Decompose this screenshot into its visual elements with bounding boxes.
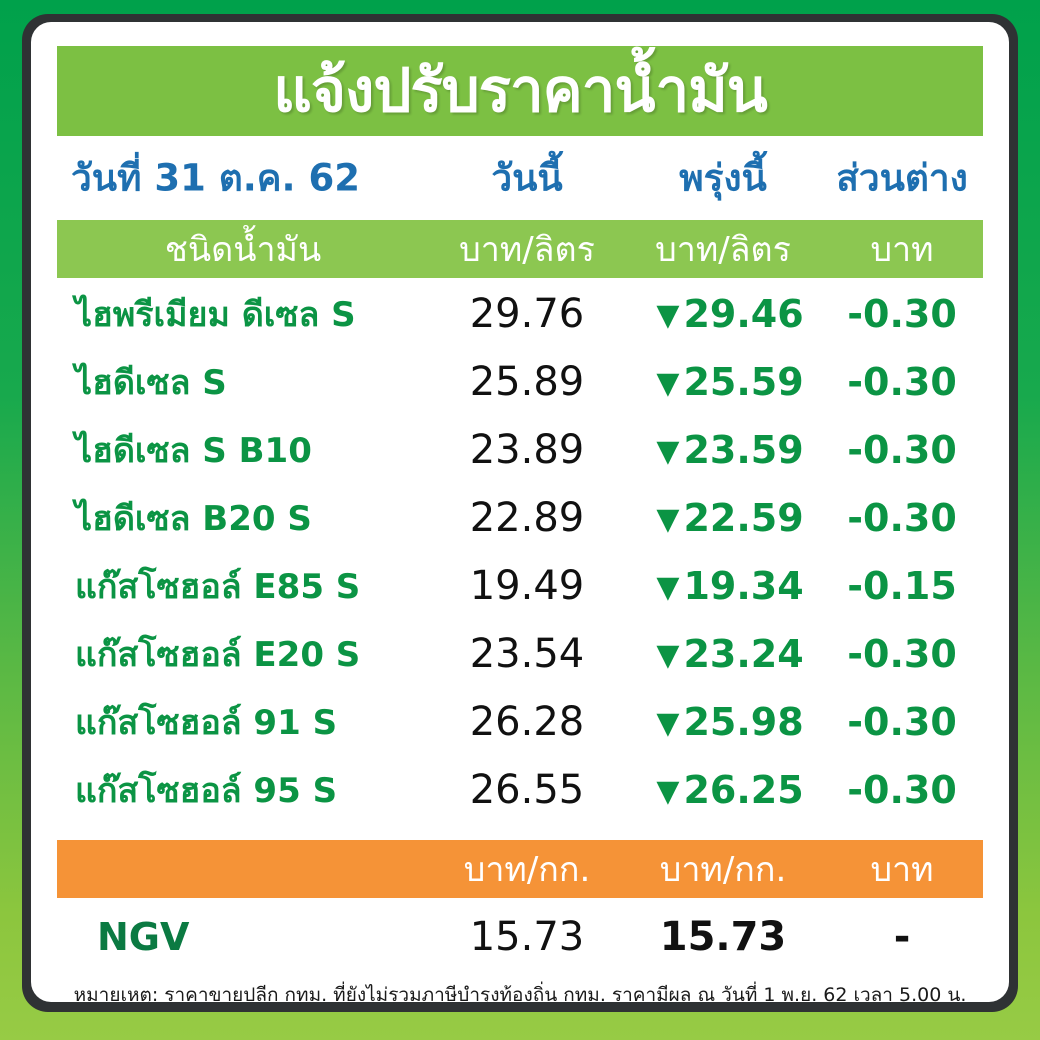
footnote: หมายเหตุ: ราคาขายปลีก กทม. ที่ยังไม่รวมภ…	[73, 984, 967, 1002]
column-header-today: วันนี้	[491, 156, 563, 200]
price-today: 26.28	[469, 699, 585, 745]
trend-down-icon: ▼	[656, 570, 680, 605]
ngv-row: NGV 15.73 15.73 -	[57, 898, 983, 976]
price-difference: -0.30	[847, 428, 957, 472]
ngv-unit-header-diff-unit: บาท	[870, 850, 934, 890]
table-row: แก๊สโซฮอล์ 95 S 26.55 ▼ 26.25 -0.30	[57, 756, 983, 824]
ngv-unit-header-band: บาท/กก. บาท/กก. บาท	[57, 840, 983, 898]
fuel-price-table: ไฮพรีเมียม ดีเซล S 29.76 ▼ 29.46 -0.30 ไฮดีเซ…	[57, 280, 983, 824]
price-tomorrow-cell: ▼ 26.25	[625, 768, 835, 812]
price-tomorrow-cell: ▼ 23.24	[625, 632, 835, 676]
price-today: 29.76	[469, 291, 585, 337]
price-tomorrow-cell: ▼ 19.34	[625, 564, 835, 608]
price-tomorrow: 25.98	[683, 700, 804, 744]
price-tomorrow: 22.59	[683, 496, 804, 540]
price-tomorrow-cell: ▼ 25.98	[625, 700, 835, 744]
page-title: แจ้งปรับราคาน้ำมัน	[273, 56, 768, 126]
price-difference: -0.30	[847, 632, 957, 676]
trend-down-icon: ▼	[656, 706, 680, 741]
fuel-name: ไฮพรีเมียม ดีเซล S	[75, 295, 356, 335]
price-difference: -0.30	[847, 496, 957, 540]
fuel-name: ไฮดีเซล S B10	[75, 431, 312, 471]
price-tomorrow-cell: ▼ 23.59	[625, 428, 835, 472]
table-row: ไฮดีเซล S B10 23.89 ▼ 23.59 -0.30	[57, 416, 983, 484]
price-today: 22.89	[469, 495, 585, 541]
price-tomorrow: 25.59	[683, 360, 804, 404]
table-row: แก๊สโซฮอล์ E85 S 19.49 ▼ 19.34 -0.15	[57, 552, 983, 620]
unit-header-band: ชนิดน้ำมัน บาท/ลิตร บาท/ลิตร บาท	[57, 220, 983, 278]
trend-down-icon: ▼	[656, 638, 680, 673]
ngv-unit-header-tomorrow-unit: บาท/กก.	[659, 850, 787, 890]
table-row: ไฮพรีเมียม ดีเซล S 29.76 ▼ 29.46 -0.30	[57, 280, 983, 348]
fuel-name: แก๊สโซฮอล์ 91 S	[75, 703, 338, 743]
fuel-name: ไฮดีเซล B20 S	[75, 499, 312, 539]
period-header-row: วันที่ 31 ต.ค. 62 วันนี้ พรุ่งนี้ ส่วนต่…	[57, 142, 983, 214]
trend-down-icon: ▼	[656, 502, 680, 537]
table-row: ไฮดีเซล B20 S 22.89 ▼ 22.59 -0.30	[57, 484, 983, 552]
price-tomorrow: 23.24	[683, 632, 804, 676]
price-tomorrow: 29.46	[683, 292, 804, 336]
trend-down-icon: ▼	[656, 298, 680, 333]
trend-down-icon: ▼	[656, 366, 680, 401]
price-today: 19.49	[469, 563, 585, 609]
fuel-name: แก๊สโซฮอล์ E85 S	[75, 567, 361, 607]
price-tomorrow-cell: ▼ 29.46	[625, 292, 835, 336]
fuel-name: แก๊สโซฮอล์ 95 S	[75, 771, 338, 811]
ngv-price-tomorrow: 15.73	[659, 914, 787, 960]
price-tomorrow: 19.34	[683, 564, 804, 608]
column-header-difference: ส่วนต่าง	[836, 156, 968, 200]
price-tomorrow: 26.25	[683, 768, 804, 812]
fuel-name: ไฮดีเซล S	[75, 363, 227, 403]
price-today: 23.89	[469, 427, 585, 473]
price-today: 23.54	[469, 631, 585, 677]
price-today: 26.55	[469, 767, 585, 813]
ngv-price-today: 15.73	[469, 914, 585, 960]
unit-header-diff-unit: บาท	[870, 230, 934, 270]
fuel-price-card: แจ้งปรับราคาน้ำมัน วันที่ 31 ต.ค. 62 วัน…	[31, 22, 1009, 1002]
column-header-tomorrow: พรุ่งนี้	[679, 156, 767, 200]
table-row: ไฮดีเซล S 25.89 ▼ 25.59 -0.30	[57, 348, 983, 416]
ngv-price-difference: -	[893, 914, 911, 960]
trend-down-icon: ▼	[656, 434, 680, 469]
price-difference: -0.30	[847, 700, 957, 744]
price-difference: -0.30	[847, 292, 957, 336]
price-difference: -0.15	[847, 564, 957, 608]
ngv-fuel-name: NGV	[97, 915, 190, 959]
date-label: วันที่ 31 ต.ค. 62	[71, 156, 360, 200]
title-band: แจ้งปรับราคาน้ำมัน	[57, 46, 983, 136]
fuel-name: แก๊สโซฮอล์ E20 S	[75, 635, 361, 675]
table-row: แก๊สโซฮอล์ 91 S 26.28 ▼ 25.98 -0.30	[57, 688, 983, 756]
unit-header-tomorrow-unit: บาท/ลิตร	[655, 230, 791, 270]
price-tomorrow-cell: ▼ 25.59	[625, 360, 835, 404]
price-tomorrow: 23.59	[683, 428, 804, 472]
table-row: แก๊สโซฮอล์ E20 S 23.54 ▼ 23.24 -0.30	[57, 620, 983, 688]
trend-down-icon: ▼	[656, 774, 680, 809]
price-difference: -0.30	[847, 768, 957, 812]
price-tomorrow-cell: ▼ 22.59	[625, 496, 835, 540]
ngv-unit-header-today-unit: บาท/กก.	[463, 850, 591, 890]
unit-header-fuel-type: ชนิดน้ำมัน	[164, 230, 322, 270]
price-difference: -0.30	[847, 360, 957, 404]
unit-header-today-unit: บาท/ลิตร	[459, 230, 595, 270]
price-today: 25.89	[469, 359, 585, 405]
